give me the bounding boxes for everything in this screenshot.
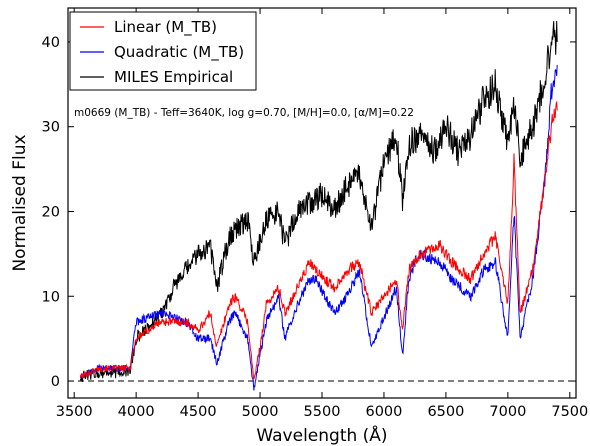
x-tick-label: 3500 bbox=[56, 404, 93, 420]
spectrum-annotation: m0669 (M_TB) - Teff=3640K, log g=0.70, [… bbox=[74, 107, 414, 119]
x-axis-title: Wavelength (Å) bbox=[256, 424, 387, 446]
series-line-1 bbox=[79, 64, 558, 391]
y-tick-label: 30 bbox=[42, 120, 60, 136]
series-group bbox=[79, 20, 558, 391]
x-tick-label: 7500 bbox=[551, 404, 588, 420]
y-axis-title: Normalised Flux bbox=[10, 134, 30, 271]
legend-label-1: Quadratic (M_TB) bbox=[114, 43, 244, 62]
y-tick-label: 40 bbox=[42, 35, 60, 51]
legend-label-0: Linear (M_TB) bbox=[114, 18, 217, 37]
y-tick-label: 0 bbox=[51, 374, 60, 390]
x-tick-label: 4500 bbox=[180, 404, 217, 420]
series-line-0 bbox=[79, 100, 558, 380]
x-tick-label: 6000 bbox=[365, 404, 402, 420]
legend-label-2: MILES Empirical bbox=[114, 68, 233, 86]
y-tick-label: 10 bbox=[42, 289, 60, 305]
legend: Linear (M_TB) Quadratic (M_TB) MILES Empir… bbox=[69, 11, 257, 91]
y-tick-label: 20 bbox=[42, 204, 60, 220]
x-tick-label: 5500 bbox=[304, 404, 341, 420]
x-tick-label: 6500 bbox=[427, 404, 464, 420]
x-tick-label: 7000 bbox=[489, 404, 526, 420]
axis-ticks: 3500 4000 4500 5000 5500 6000 6500 7000 7500 0 10 2… bbox=[42, 8, 588, 420]
x-tick-label: 5000 bbox=[242, 404, 279, 420]
x-tick-label: 4000 bbox=[118, 404, 155, 420]
